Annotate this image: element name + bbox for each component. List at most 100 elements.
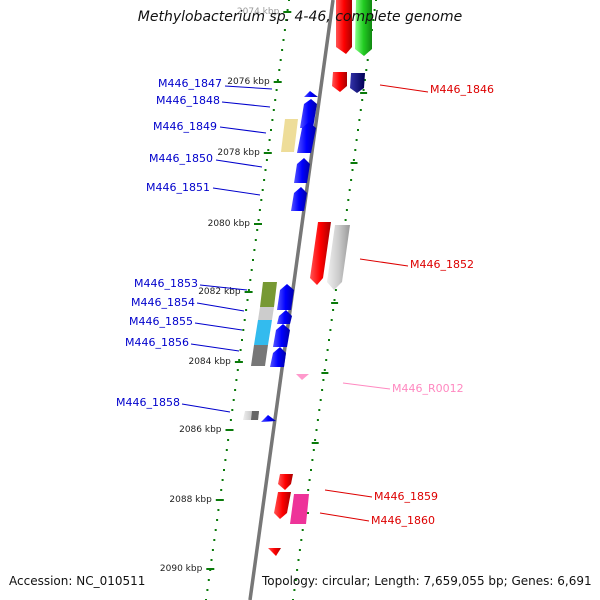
strand-dot [221, 479, 224, 481]
strand-dot [278, 69, 281, 71]
strand-dot [206, 589, 209, 591]
strand-dot [231, 409, 234, 411]
topology-label: Topology: circular; Length: 7,659,055 bp… [262, 574, 592, 588]
scale-label: 2084 kbp [188, 357, 231, 367]
strand-dot [241, 339, 243, 341]
strand-dot [365, 69, 368, 71]
gene-label[interactable]: M446_1849 [153, 120, 217, 133]
gene-label[interactable]: M446_1848 [156, 94, 220, 107]
strand-dot [283, 29, 286, 31]
gene-label[interactable]: M446_1852 [410, 258, 474, 271]
strand-dot [242, 329, 245, 331]
gene-arrow [355, 0, 372, 56]
strand-dot [275, 89, 278, 91]
strand-dot [332, 309, 335, 311]
strand-dot [362, 89, 365, 91]
gene-box [260, 282, 277, 307]
gene-label[interactable]: M446_1855 [129, 315, 193, 328]
gene-label[interactable]: M446_1854 [131, 296, 195, 309]
scale-label: 2090 kbp [160, 564, 203, 574]
strand-dot [268, 139, 271, 141]
leader-line [359, 258, 409, 267]
strand-dot [270, 129, 272, 131]
strand-dot [236, 369, 239, 371]
strand-dot [245, 309, 248, 311]
gene-arrow [291, 187, 307, 211]
strand-dot [267, 149, 270, 151]
gene-label[interactable]: M446_1860 [371, 514, 435, 527]
gene-label[interactable]: M446_1853 [134, 277, 198, 290]
gene-label[interactable]: M446_1859 [374, 490, 438, 503]
strand-dot [216, 519, 219, 521]
scale-label: 2082 kbp [198, 287, 241, 297]
strand-dot [265, 159, 268, 161]
strand-dot [358, 119, 361, 121]
strand-dot [249, 279, 252, 281]
strand-dot [247, 289, 250, 291]
gene-label[interactable]: M446_1846 [430, 83, 494, 96]
strand-dot [355, 139, 358, 141]
gene-label[interactable]: M446_R0012 [392, 382, 464, 395]
gene-label[interactable]: M446_1858 [116, 396, 180, 409]
strand-dot [263, 179, 266, 181]
strand-dot [258, 209, 261, 211]
strand-dot [281, 49, 284, 51]
strand-dot [318, 409, 321, 411]
strand-dot [321, 389, 324, 391]
strand-dot [294, 579, 297, 581]
strand-dot [224, 459, 227, 461]
strand-dot [333, 299, 336, 301]
strand-dot [217, 509, 220, 511]
strand-dot [375, 0, 377, 1]
strand-dot [293, 589, 296, 591]
strand-dot [315, 429, 318, 431]
gene-box [281, 119, 298, 152]
strand-dot [363, 79, 366, 81]
strand-dot [264, 169, 267, 171]
strand-dot [298, 549, 301, 551]
strand-dot [272, 109, 275, 111]
strand-dot [282, 39, 285, 41]
strand-dot [350, 179, 353, 181]
gene-label[interactable]: M446_1847 [158, 77, 222, 90]
gene-label[interactable]: M446_1851 [146, 181, 210, 194]
strand-dot [297, 559, 300, 561]
leader-line [219, 126, 267, 134]
strand-dot [344, 219, 347, 221]
strand-dot [246, 299, 249, 301]
strand-dot [232, 399, 235, 401]
gene-arrow [327, 225, 350, 290]
strand-dot [235, 379, 238, 381]
leader-line [324, 489, 373, 498]
strand-dot [328, 339, 330, 341]
gene-label[interactable]: M446_1850 [149, 152, 213, 165]
strand-dot [256, 229, 259, 231]
strand-dot [252, 259, 254, 261]
leader-line [342, 382, 391, 390]
gene-arrow [297, 122, 316, 153]
gene-arrow [300, 99, 317, 128]
strand-dot [357, 129, 359, 131]
strand-dot [238, 359, 241, 361]
strand-dot [326, 349, 329, 351]
strand-dot [300, 539, 303, 541]
scale-label: 2088 kbp [169, 495, 212, 505]
strand-dot [312, 449, 315, 451]
strand-dot [314, 439, 317, 441]
leader-line [212, 187, 261, 196]
strand-dot [227, 439, 230, 441]
gene-label[interactable]: M446_1856 [125, 336, 189, 349]
scale-label: 2086 kbp [179, 425, 222, 435]
strand-dot [296, 569, 299, 571]
strand-dot [325, 359, 328, 361]
gene-arrow [294, 158, 310, 183]
accession-label: Accession: NC_010511 [9, 574, 146, 588]
strand-dot [285, 19, 288, 21]
strand-dot [239, 349, 242, 351]
gene-arrow [270, 347, 286, 367]
strand-dot [234, 389, 237, 391]
strand-dot [334, 289, 337, 291]
strand-dot [274, 99, 277, 101]
strand-dot [279, 59, 282, 61]
strand-dot [348, 189, 351, 191]
